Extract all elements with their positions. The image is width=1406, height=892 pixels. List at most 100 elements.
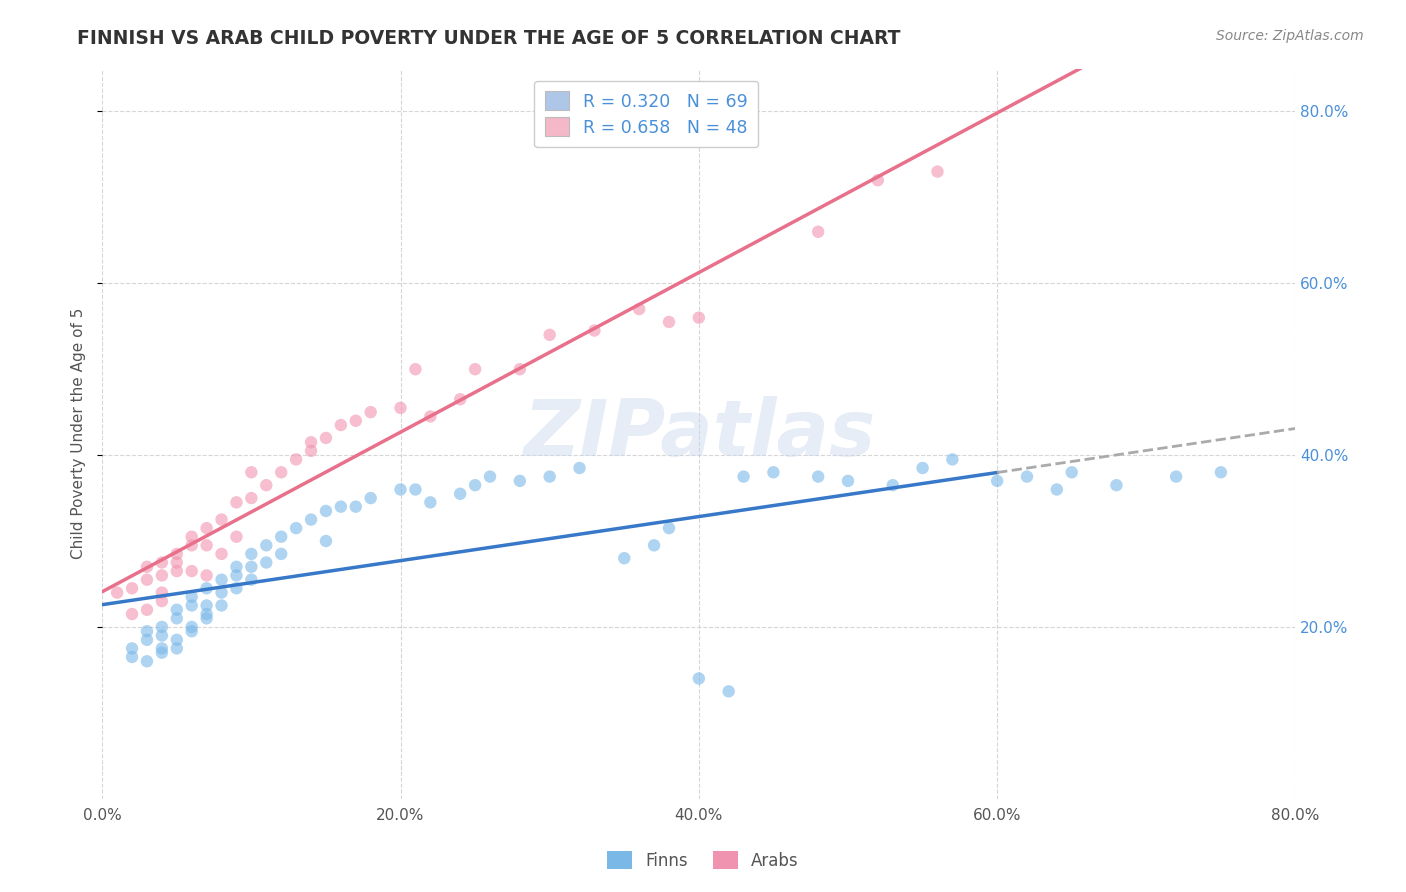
Point: [329, 418, 352, 433]
Point: [211, 599, 233, 613]
Point: [1166, 469, 1188, 483]
Point: [211, 512, 233, 526]
Point: [270, 530, 292, 544]
Point: [195, 611, 218, 625]
Point: [211, 585, 233, 599]
Point: [180, 590, 202, 604]
Point: [643, 538, 665, 552]
Point: [628, 301, 651, 316]
Point: [240, 465, 263, 479]
Point: [986, 474, 1008, 488]
Point: [613, 551, 636, 566]
Point: [254, 556, 277, 570]
Point: [136, 603, 159, 617]
Point: [150, 641, 173, 656]
Point: [419, 409, 441, 424]
Point: [240, 573, 263, 587]
Point: [1209, 465, 1232, 479]
Point: [121, 582, 143, 596]
Point: [568, 461, 591, 475]
Point: [150, 646, 173, 660]
Text: ZIPatlas: ZIPatlas: [523, 396, 875, 472]
Point: [538, 469, 561, 483]
Point: [404, 362, 426, 376]
Point: [180, 530, 202, 544]
Point: [866, 173, 889, 187]
Point: [150, 620, 173, 634]
Point: [225, 559, 247, 574]
Point: [150, 628, 173, 642]
Point: [911, 461, 934, 475]
Point: [180, 538, 202, 552]
Point: [136, 624, 159, 639]
Point: [688, 310, 710, 325]
Point: [150, 585, 173, 599]
Point: [225, 530, 247, 544]
Point: [195, 568, 218, 582]
Point: [211, 547, 233, 561]
Point: [180, 620, 202, 634]
Point: [658, 521, 681, 535]
Point: [136, 573, 159, 587]
Point: [299, 443, 322, 458]
Point: [449, 392, 471, 407]
Point: [299, 435, 322, 450]
Point: [538, 327, 561, 342]
Point: [344, 414, 367, 428]
Point: [166, 547, 188, 561]
Point: [121, 641, 143, 656]
Point: [195, 607, 218, 621]
Point: [225, 495, 247, 509]
Point: [479, 469, 502, 483]
Point: [329, 500, 352, 514]
Point: [136, 654, 159, 668]
Point: [166, 556, 188, 570]
Point: [1060, 465, 1083, 479]
Point: [150, 568, 173, 582]
Point: [150, 556, 173, 570]
Point: [464, 362, 486, 376]
Point: [299, 512, 322, 526]
Point: [315, 431, 337, 445]
Point: [733, 469, 755, 483]
Point: [927, 164, 949, 178]
Point: [136, 632, 159, 647]
Point: [389, 483, 412, 497]
Point: [315, 534, 337, 549]
Point: [688, 672, 710, 686]
Point: [360, 491, 382, 505]
Point: [285, 521, 308, 535]
Point: [583, 324, 606, 338]
Point: [360, 405, 382, 419]
Point: [270, 547, 292, 561]
Point: [121, 650, 143, 665]
Point: [315, 504, 337, 518]
Point: [389, 401, 412, 415]
Point: [166, 564, 188, 578]
Point: [807, 469, 830, 483]
Point: [762, 465, 785, 479]
Point: [658, 315, 681, 329]
Point: [166, 632, 188, 647]
Point: [180, 564, 202, 578]
Point: [509, 362, 531, 376]
Legend: R = 0.320   N = 69, R = 0.658   N = 48: R = 0.320 N = 69, R = 0.658 N = 48: [534, 81, 758, 147]
Point: [419, 495, 441, 509]
Point: [509, 474, 531, 488]
Point: [136, 559, 159, 574]
Point: [270, 465, 292, 479]
Point: [180, 599, 202, 613]
Point: [285, 452, 308, 467]
Point: [105, 585, 128, 599]
Point: [254, 538, 277, 552]
Point: [195, 599, 218, 613]
Point: [211, 573, 233, 587]
Point: [449, 487, 471, 501]
Point: [807, 225, 830, 239]
Point: [240, 547, 263, 561]
Point: [121, 607, 143, 621]
Point: [254, 478, 277, 492]
Legend: Finns, Arabs: Finns, Arabs: [600, 845, 806, 877]
Text: Source: ZipAtlas.com: Source: ZipAtlas.com: [1216, 29, 1364, 43]
Point: [195, 521, 218, 535]
